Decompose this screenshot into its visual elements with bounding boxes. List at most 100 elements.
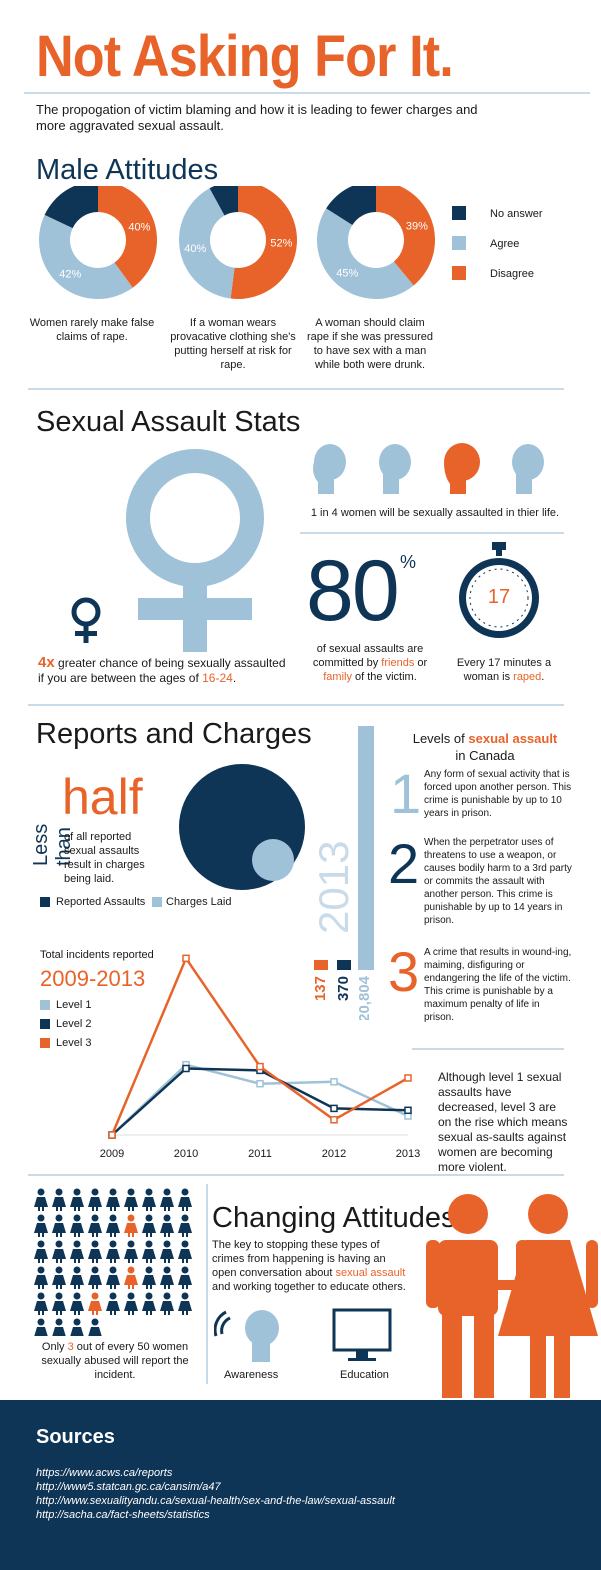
divider — [28, 388, 564, 390]
fourx-body: greater chance of being sexually assault… — [38, 656, 286, 685]
bar-2013 — [358, 726, 374, 970]
donut-caption-3: A woman should claim rape if she was pre… — [307, 317, 433, 371]
woman-figure-icon — [88, 1318, 102, 1336]
source-link[interactable]: http://sacha.ca/fact-sheets/statistics — [36, 1509, 210, 1521]
woman-figure-icon — [106, 1214, 120, 1237]
divider — [28, 1174, 564, 1176]
woman-figure-icon — [70, 1188, 84, 1211]
woman-head-icon — [313, 444, 346, 494]
only-three-a: Only — [41, 1341, 68, 1353]
woman-figure-icon — [52, 1214, 66, 1237]
bar-2013 — [337, 960, 351, 970]
disagree-slice — [230, 186, 297, 299]
woman-head-icon — [379, 444, 411, 494]
source-link[interactable]: http://www.sexualityandu.ca/sexual-healt… — [36, 1495, 395, 1507]
source-link[interactable]: http://www5.statcan.gc.ca/cansim/a47 — [36, 1481, 221, 1493]
sources-heading: Sources — [36, 1426, 115, 1448]
woman-figure-icon — [178, 1240, 192, 1263]
fourx-text: 4x greater chance of being sexually assa… — [38, 655, 288, 686]
woman-figure-icon — [34, 1214, 48, 1237]
woman-figure-icon — [106, 1266, 120, 1289]
woman-figure-icon — [70, 1266, 84, 1289]
woman-figure-icon — [70, 1214, 84, 1237]
data-point — [404, 1074, 412, 1082]
x-tick-label: 2010 — [174, 1148, 198, 1160]
small-female-symbol-icon — [71, 597, 101, 643]
x-tick-label: 2012 — [322, 1148, 346, 1160]
changing-highlight: sexual assault — [335, 1267, 406, 1279]
woman-head-icon — [444, 443, 480, 494]
woman-figure-icon — [34, 1188, 48, 1211]
women-heads-icons — [313, 443, 544, 494]
data-point — [256, 1079, 264, 1088]
woman-figure-icon — [124, 1214, 138, 1237]
level-number-3: 3 — [388, 940, 420, 1003]
no-answer-slice — [209, 186, 238, 216]
woman-figure-icon — [88, 1188, 102, 1211]
no-answer-slice — [326, 186, 376, 225]
level-text-1: Any form of sexual activity that is forc… — [424, 769, 572, 819]
legend-level1: Level 1 — [56, 999, 92, 1011]
levels-heading: Levels of sexual assault in Canada — [400, 730, 570, 764]
sources-section: Sources https://www.acws.ca/reports http… — [0, 1400, 601, 1570]
disagree-slice — [376, 186, 435, 286]
education-label: Education — [340, 1369, 389, 1381]
couple-icon — [426, 1194, 598, 1398]
only-three-b: out of every 50 women sexually abused wi… — [41, 1341, 189, 1381]
only-three-text: Only 3 out of every 50 women sexually ab… — [40, 1340, 190, 1382]
divider — [300, 532, 564, 534]
disagree-label: 52% — [270, 238, 292, 250]
female-symbol-icon — [126, 449, 264, 652]
percent-sign: % — [400, 552, 417, 572]
woman-figure-icon — [52, 1292, 66, 1315]
legend-swatch-agree — [452, 236, 466, 250]
education-icon — [332, 1308, 392, 1361]
no-answer-slice — [44, 186, 98, 229]
timer-text: Every 17 minutes a woman is raped. — [444, 656, 564, 684]
woman-figure-icon — [52, 1266, 66, 1289]
year-2013-label: 2013 — [310, 840, 357, 934]
awareness-label: Awareness — [224, 1369, 279, 1381]
legend-swatch-charges — [152, 897, 162, 907]
sources-list: https://www.acws.ca/reports http://www5.… — [36, 1466, 395, 1522]
woman-figure-icon — [106, 1292, 120, 1315]
legend-level2: Level 2 — [56, 1018, 92, 1030]
woman-figure-icon — [142, 1292, 156, 1315]
source-link[interactable]: https://www.acws.ca/reports — [36, 1467, 173, 1479]
male-attitudes-heading: Male Attitudes — [36, 154, 219, 186]
woman-figure-icon — [124, 1188, 138, 1211]
legend-swatch-level3 — [40, 1038, 50, 1048]
timer-end: . — [541, 671, 545, 683]
data-point — [330, 1078, 338, 1086]
one-in-four-text: 1 in 4 women will be sexually assaulted … — [310, 507, 560, 519]
data-point — [182, 1064, 190, 1073]
only-three-number: 3 — [67, 1341, 74, 1353]
bar-value-label: 370 — [335, 976, 352, 1001]
woman-figure-icon — [88, 1292, 102, 1315]
woman-figure-icon — [142, 1214, 156, 1237]
donut-charts: 40% 42% 52% 40% 39% 45% — [39, 186, 435, 299]
legend-swatch-disagree — [452, 266, 466, 280]
woman-figure-icon — [178, 1214, 192, 1237]
line-chart-subtitle: 2009-2013 — [40, 966, 146, 991]
changing-body: The key to stopping these types of crime… — [212, 1239, 386, 1279]
woman-figure-icon — [52, 1318, 66, 1336]
divider — [24, 92, 590, 94]
half-description: of all reported sexual assaults result i… — [64, 831, 145, 885]
agree-label: 45% — [336, 268, 358, 280]
eighty-number: 80 — [306, 543, 400, 639]
donut-caption-2: If a woman wears provacative clothing sh… — [170, 317, 296, 371]
divider — [412, 1048, 564, 1050]
woman-figure-icon — [70, 1318, 84, 1336]
fourx-end: . — [232, 671, 237, 685]
disagree-label: 40% — [128, 222, 150, 234]
woman-figure-icon — [34, 1240, 48, 1263]
fourx-number: 4x — [38, 654, 55, 671]
data-point — [256, 1062, 264, 1071]
family-highlight: family — [323, 671, 352, 683]
legend-disagree: Disagree — [490, 268, 535, 280]
disagree-label: 39% — [406, 220, 428, 232]
levels-note: Although level 1 sexual assaults have de… — [438, 1070, 568, 1174]
woman-figure-icon — [34, 1318, 48, 1336]
bar-value-label: 20,804 — [356, 975, 373, 1020]
